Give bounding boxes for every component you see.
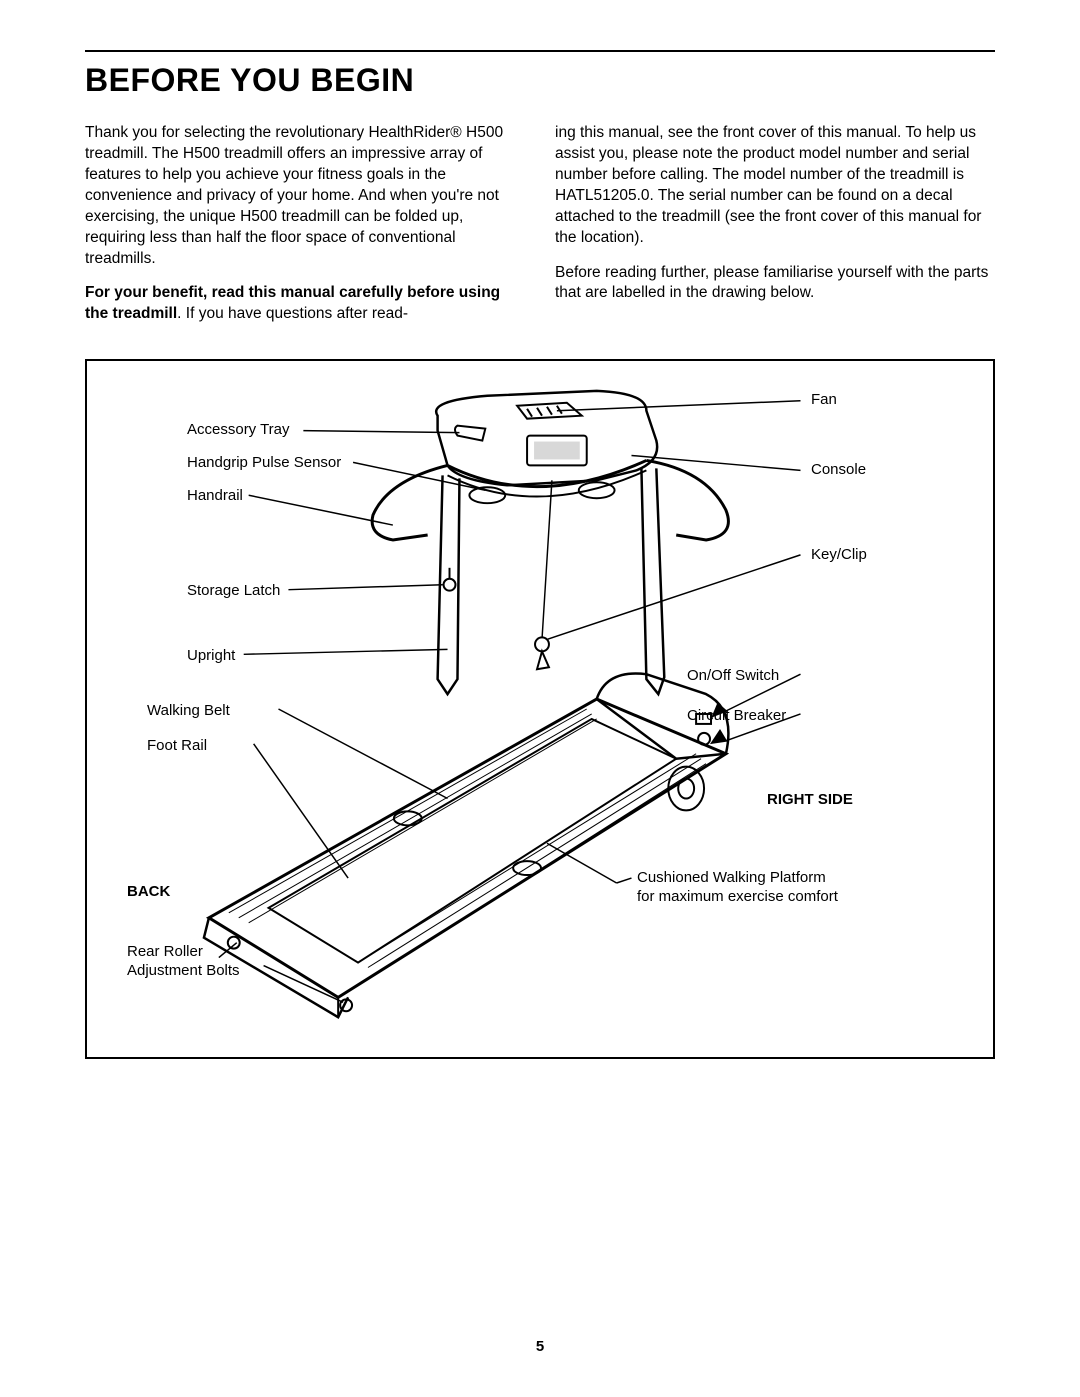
label-cushioned: Cushioned Walking Platform for maximum e… <box>637 869 838 907</box>
label-fan: Fan <box>811 391 837 410</box>
right-p1: ing this manual, see the front cover of … <box>555 123 995 249</box>
label-walking-belt: Walking Belt <box>147 702 230 721</box>
body-columns: Thank you for selecting the revolutionar… <box>85 123 995 339</box>
page-title: BEFORE YOU BEGIN <box>85 62 995 99</box>
label-on-off: On/Off Switch <box>687 667 779 686</box>
right-column: ing this manual, see the front cover of … <box>555 123 995 339</box>
label-circuit-breaker: Circuit Breaker <box>687 707 786 726</box>
left-column: Thank you for selecting the revolutionar… <box>85 123 525 339</box>
label-back: BACK <box>127 883 170 902</box>
label-key-clip: Key/Clip <box>811 546 867 565</box>
header-rule <box>85 50 995 52</box>
left-p1: Thank you for selecting the revolutionar… <box>85 123 525 269</box>
label-rear-roller: Rear Roller Adjustment Bolts <box>127 943 240 981</box>
label-accessory-tray: Accessory Tray <box>187 421 290 440</box>
right-p2: Before reading further, please familiari… <box>555 263 995 305</box>
page-number: 5 <box>536 1338 544 1355</box>
label-upright: Upright <box>187 647 235 666</box>
label-handgrip-pulse: Handgrip Pulse Sensor <box>187 454 341 473</box>
label-handrail: Handrail <box>187 487 243 506</box>
left-p2-rest: . If you have questions after read- <box>177 305 408 322</box>
label-storage-latch: Storage Latch <box>187 582 280 601</box>
label-right-side: RIGHT SIDE <box>767 791 853 810</box>
label-console: Console <box>811 461 866 480</box>
diagram-box: Accessory Tray Handgrip Pulse Sensor Han… <box>85 359 995 1059</box>
label-foot-rail: Foot Rail <box>147 737 207 756</box>
left-p2: For your benefit, read this manual caref… <box>85 283 525 325</box>
